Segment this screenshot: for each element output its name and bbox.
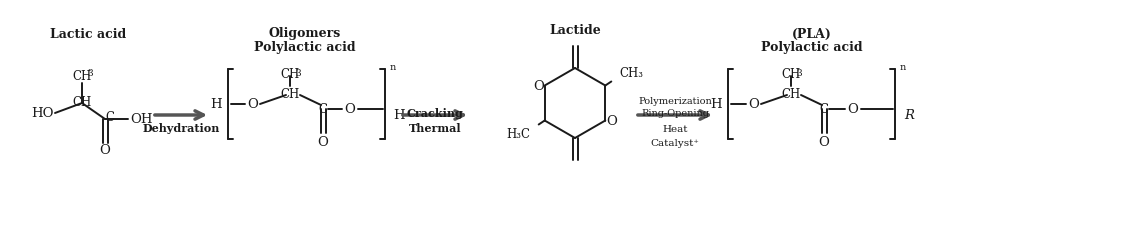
Text: CH: CH [280, 68, 299, 81]
Text: Cracking: Cracking [407, 108, 463, 119]
Text: Dehydration: Dehydration [142, 123, 220, 134]
Text: O: O [248, 98, 259, 111]
Text: O: O [749, 98, 759, 111]
Text: HO: HO [30, 107, 54, 120]
Text: O: O [818, 135, 830, 148]
Text: O: O [317, 135, 328, 148]
Text: O: O [344, 103, 355, 116]
Text: CH: CH [280, 87, 299, 100]
Text: CH: CH [73, 95, 92, 108]
Text: O: O [605, 115, 617, 128]
Text: CH: CH [73, 69, 92, 82]
Text: Thermal: Thermal [409, 123, 462, 134]
Text: O: O [847, 103, 859, 116]
Text: R: R [904, 109, 914, 122]
Text: C: C [318, 103, 327, 116]
Text: 3: 3 [295, 68, 300, 77]
Text: Lactide: Lactide [549, 23, 601, 36]
Text: 3: 3 [87, 69, 93, 78]
Text: H₃C: H₃C [507, 128, 530, 140]
Text: 3: 3 [796, 68, 802, 77]
Text: Lactic acid: Lactic acid [49, 27, 127, 40]
Text: OH: OH [130, 113, 152, 126]
Text: H: H [393, 109, 405, 122]
Text: Catalyst⁺: Catalyst⁺ [650, 139, 700, 148]
Text: Oligomers: Oligomers [269, 27, 341, 40]
Text: H: H [711, 98, 722, 111]
Text: Polylactic acid: Polylactic acid [761, 40, 863, 53]
Text: (PLA): (PLA) [793, 27, 832, 40]
Text: CH₃: CH₃ [619, 67, 643, 80]
Text: O: O [100, 144, 111, 157]
Text: CH: CH [781, 68, 800, 81]
Text: n: n [390, 62, 396, 71]
Text: O: O [534, 80, 544, 93]
Text: n: n [900, 62, 906, 71]
Text: Ring-Opening: Ring-Opening [641, 109, 708, 118]
Text: C: C [819, 103, 828, 116]
Text: H: H [211, 98, 222, 111]
Text: Polylactic acid: Polylactic acid [254, 40, 355, 53]
Text: Heat: Heat [663, 125, 688, 134]
Text: C: C [105, 111, 114, 124]
Text: CH: CH [781, 87, 800, 100]
Text: Polymerization: Polymerization [638, 96, 712, 105]
